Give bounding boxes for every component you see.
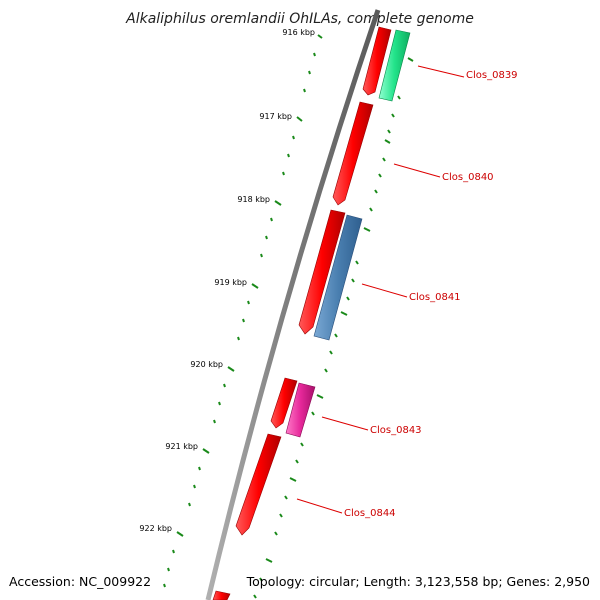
gc-dash xyxy=(295,459,299,464)
kbp-label: 917 kbp xyxy=(259,112,292,121)
kbp-label: 921 kbp xyxy=(165,442,198,451)
scale-dash xyxy=(237,336,240,341)
scale-dash xyxy=(308,70,311,75)
scale-dash xyxy=(176,531,184,537)
gc-dash xyxy=(340,311,348,316)
gc-dash xyxy=(284,495,288,500)
scale-dash xyxy=(292,135,295,140)
map-title: Alkaliphilus oremlandii OhILAs, complete… xyxy=(125,11,474,27)
scale-dash xyxy=(296,116,303,122)
gc-dash xyxy=(329,350,333,355)
cds-arrow[interactable] xyxy=(332,101,374,206)
gc-dash xyxy=(289,477,297,482)
pink-feature-bar[interactable] xyxy=(285,382,316,438)
kbp-label: 919 kbp xyxy=(214,278,247,287)
leader-line xyxy=(296,498,343,514)
gc-dash xyxy=(363,227,371,232)
scale-dash xyxy=(260,253,263,258)
gc-dash xyxy=(316,394,324,399)
scale-dash xyxy=(313,52,316,57)
scale-dash xyxy=(188,502,191,507)
forward-cds-track xyxy=(212,26,392,600)
gc-dash xyxy=(334,333,338,338)
scale-dash xyxy=(167,567,170,572)
kbp-label: 920 kbp xyxy=(190,360,223,369)
gc-dash xyxy=(346,296,350,301)
scale-dash xyxy=(227,366,235,372)
scale-dash xyxy=(202,448,210,454)
gene-label-clos-0839[interactable]: Clos_0839 xyxy=(466,70,518,81)
gc-dash xyxy=(397,95,401,100)
green-feature-bar[interactable] xyxy=(378,29,411,102)
gc-dash xyxy=(300,442,304,447)
leader-line xyxy=(417,65,465,78)
gc-dash xyxy=(351,278,355,283)
cds-arrow[interactable] xyxy=(298,209,346,335)
scale-dash xyxy=(218,401,221,406)
scale-dash xyxy=(274,200,282,206)
kbp-label: 918 kbp xyxy=(237,195,270,204)
scale-track xyxy=(163,34,323,588)
cds-arrow[interactable] xyxy=(270,377,298,429)
gc-dash xyxy=(391,113,395,118)
scale-dash xyxy=(251,283,259,289)
scale-dash xyxy=(247,300,250,305)
scale-dash xyxy=(282,171,285,176)
gc-dash xyxy=(279,513,283,518)
leader-line xyxy=(361,283,408,298)
leader-line xyxy=(321,416,369,431)
scale-dash xyxy=(198,466,201,471)
genome-backbone xyxy=(205,9,381,600)
scale-dash xyxy=(172,549,175,554)
gc-dash xyxy=(387,129,391,134)
kbp-label: 916 kbp xyxy=(282,28,315,37)
scale-dash xyxy=(265,235,268,240)
cds-arrow[interactable] xyxy=(362,26,392,96)
scale-dash xyxy=(303,88,306,93)
scale-dash xyxy=(242,318,245,323)
gc-dash xyxy=(384,139,391,144)
scale-dash xyxy=(163,583,166,588)
gc-track xyxy=(253,57,414,599)
gc-dash xyxy=(355,260,359,265)
gene-label-clos-0844[interactable]: Clos_0844 xyxy=(344,508,396,519)
scale-dash xyxy=(270,217,273,222)
gc-dash xyxy=(378,173,382,178)
scale-dash xyxy=(317,34,323,39)
kbp-label: 922 kbp xyxy=(139,524,172,533)
gene-label-clos-0841[interactable]: Clos_0841 xyxy=(409,292,461,303)
gc-dash xyxy=(274,531,278,536)
scale-dash xyxy=(193,484,196,489)
gc-dash xyxy=(253,594,257,599)
cds-arrow[interactable] xyxy=(212,590,231,600)
leader-line xyxy=(393,163,441,178)
blue-feature-bar[interactable] xyxy=(313,214,363,341)
gc-dash xyxy=(311,411,315,416)
scale-dash xyxy=(213,419,216,424)
scale-dash xyxy=(287,153,290,158)
gc-dash xyxy=(407,57,414,62)
gc-dash xyxy=(374,189,378,194)
gc-dash xyxy=(382,157,386,162)
genome-summary: Topology: circular; Length: 3,123,558 bp… xyxy=(246,574,590,589)
cds-arrow[interactable] xyxy=(235,433,282,536)
scale-dash xyxy=(223,383,226,388)
gc-dash xyxy=(369,207,373,212)
gc-dash xyxy=(324,368,328,373)
gc-dash xyxy=(265,558,273,563)
gene-label-clos-0843[interactable]: Clos_0843 xyxy=(370,425,422,436)
gc-dash xyxy=(259,577,263,582)
accession-label: Accession: NC_009922 xyxy=(9,574,151,589)
gene-label-clos-0840[interactable]: Clos_0840 xyxy=(442,172,494,183)
